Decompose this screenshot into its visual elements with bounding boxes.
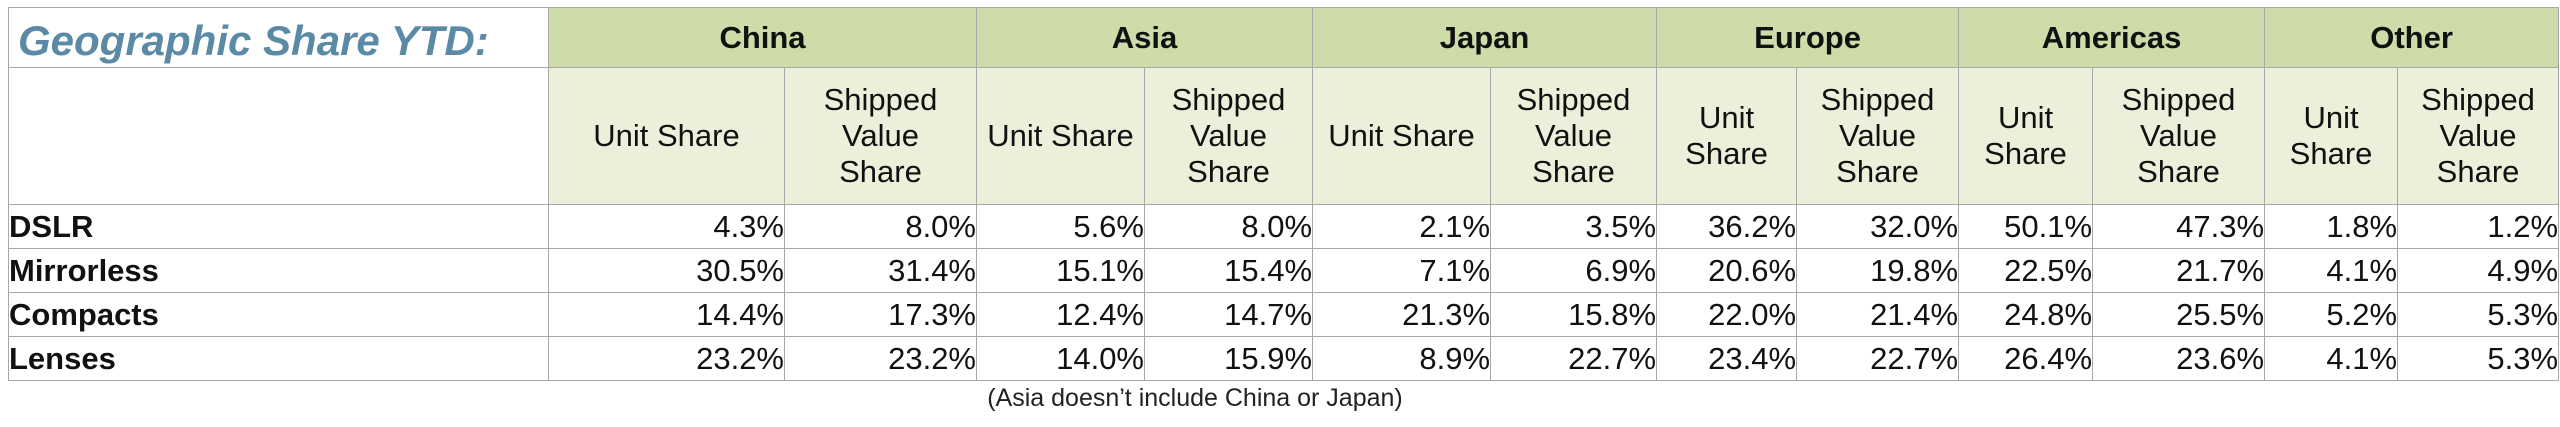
- table-cell-value: 24.8%: [1958, 292, 2094, 337]
- table-cell-value: 12.4%: [976, 292, 1145, 337]
- table-row: Mirrorless 30.5% 31.4% 15.1% 15.4% 7.1% 6.9% 20…: [8, 248, 2560, 293]
- region-header-asia: Asia: [975, 7, 1314, 68]
- subheader-unit-share: Unit Share: [976, 67, 1145, 205]
- subheader-unit-share: Unit Share: [548, 67, 785, 205]
- subheader-shipped-value-share: Shipped Value Share: [784, 67, 977, 205]
- subheader-unit-share: Unit Share: [2264, 67, 2399, 205]
- table-cell-value: 15.4%: [1143, 248, 1314, 293]
- table-cell-value: 23.4%: [1656, 336, 1798, 381]
- footnote: (Asia doesn’t include China or Japan): [987, 384, 1403, 412]
- table-cell-value: 7.1%: [1312, 248, 1492, 293]
- subheader-row: Unit Share Shipped Value Share Unit Share …: [8, 67, 2560, 205]
- region-header-other: Other: [2264, 7, 2560, 68]
- table-cell-value: 8.0%: [1143, 204, 1314, 249]
- table-cell-value: 50.1%: [1958, 204, 2094, 249]
- region-header-row: China Asia Japan Europe Americas Other: [8, 7, 2560, 68]
- subheader-shipped-value-share: Shipped Value Share: [1796, 67, 1960, 205]
- table-cell-value: 3.5%: [1490, 204, 1658, 249]
- region-header-europe: Europe: [1656, 7, 1960, 68]
- table-cell-value: 4.1%: [2264, 248, 2399, 293]
- row-label: Mirrorless: [8, 248, 549, 293]
- table-cell-value: 4.3%: [548, 204, 785, 249]
- table-cell-value: 15.8%: [1490, 292, 1658, 337]
- page-title: Geographic Share YTD:: [18, 17, 489, 64]
- table-cell-value: 17.3%: [784, 292, 977, 337]
- table-cell-value: 8.9%: [1312, 336, 1492, 381]
- table-row: DSLR 4.3% 8.0% 5.6% 8.0% 2.1% 3.5% 36.2% 32.0% 50…: [8, 204, 2560, 249]
- table-cell-value: 25.5%: [2092, 292, 2266, 337]
- table-cell-value: 5.2%: [2264, 292, 2399, 337]
- table-cell-value: 14.4%: [548, 292, 785, 337]
- subheader-unit-share: Unit Share: [1958, 67, 2094, 205]
- subheader-unit-share: Unit Share: [1656, 67, 1798, 205]
- share-table: China Asia Japan Europe Americas Other U…: [8, 7, 2560, 381]
- table-cell-value: 8.0%: [784, 204, 977, 249]
- table-cell-value: 1.2%: [2397, 204, 2560, 249]
- table-cell-value: 30.5%: [548, 248, 785, 293]
- table-cell-value: 22.0%: [1656, 292, 1798, 337]
- row-label: Lenses: [8, 336, 549, 381]
- table-cell-value: 26.4%: [1958, 336, 2094, 381]
- table-cell-value: 32.0%: [1796, 204, 1960, 249]
- table-cell-value: 14.0%: [976, 336, 1145, 381]
- table-cell-value: 21.7%: [2092, 248, 2266, 293]
- region-header-americas: Americas: [1958, 7, 2266, 68]
- table-cell-value: 1.8%: [2264, 204, 2399, 249]
- table-cell-value: 22.7%: [1796, 336, 1960, 381]
- table-cell-value: 4.9%: [2397, 248, 2560, 293]
- row-label: DSLR: [8, 204, 549, 249]
- subheader-unit-share: Unit Share: [1312, 67, 1492, 205]
- subheader-shipped-value-share: Shipped Value Share: [2397, 67, 2560, 205]
- table-cell-value: 15.1%: [976, 248, 1145, 293]
- table-cell-value: 20.6%: [1656, 248, 1798, 293]
- region-header-china: China: [548, 7, 977, 68]
- table-cell-value: 2.1%: [1312, 204, 1492, 249]
- table-cell-value: 22.7%: [1490, 336, 1658, 381]
- table-cell-value: 21.4%: [1796, 292, 1960, 337]
- table-body: DSLR 4.3% 8.0% 5.6% 8.0% 2.1% 3.5% 36.2% 32.0% 50…: [8, 204, 2560, 381]
- subheader-shipped-value-share: Shipped Value Share: [1490, 67, 1658, 205]
- table-cell-value: 47.3%: [2092, 204, 2266, 249]
- table-cell-value: 36.2%: [1656, 204, 1798, 249]
- title-corner: [8, 7, 549, 68]
- table-cell-value: 21.3%: [1312, 292, 1492, 337]
- table-cell-value: 23.2%: [784, 336, 977, 381]
- table-cell-value: 5.6%: [976, 204, 1145, 249]
- table-cell-value: 4.1%: [2264, 336, 2399, 381]
- table-cell-value: 19.8%: [1796, 248, 1960, 293]
- table-cell-value: 22.5%: [1958, 248, 2094, 293]
- table-cell-value: 6.9%: [1490, 248, 1658, 293]
- table-cell-value: 23.6%: [2092, 336, 2266, 381]
- table-row: Lenses 23.2% 23.2% 14.0% 15.9% 8.9% 22.7% 23.4%…: [8, 336, 2560, 381]
- row-label: Compacts: [8, 292, 549, 337]
- table-cell-value: 31.4%: [784, 248, 977, 293]
- table-cell-value: 5.3%: [2397, 292, 2560, 337]
- table-row: Compacts 14.4% 17.3% 12.4% 14.7% 21.3% 15.8% 22…: [8, 292, 2560, 337]
- table-cell-value: 23.2%: [548, 336, 785, 381]
- region-header-japan: Japan: [1312, 7, 1658, 68]
- table-cell-value: 5.3%: [2397, 336, 2560, 381]
- subheader-shipped-value-share: Shipped Value Share: [1143, 67, 1314, 205]
- table-cell-value: 15.9%: [1143, 336, 1314, 381]
- subheader-corner: [8, 67, 549, 205]
- subheader-shipped-value-share: Shipped Value Share: [2092, 67, 2266, 205]
- table-cell-value: 14.7%: [1143, 292, 1314, 337]
